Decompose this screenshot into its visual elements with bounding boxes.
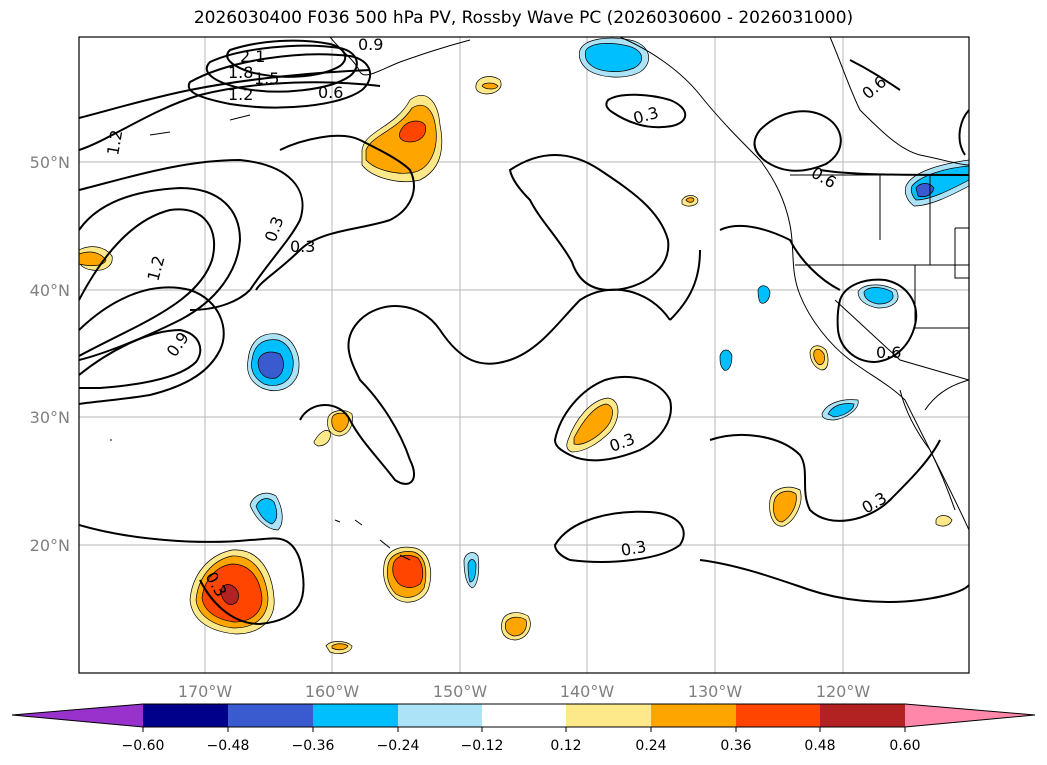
colorbar-tick-label: 0.24 bbox=[635, 738, 666, 754]
colorbar-tick-label: −0.60 bbox=[122, 738, 165, 754]
colorbar-bin bbox=[398, 704, 482, 727]
blob-pos-hawaii-w bbox=[313, 430, 331, 447]
colorbar-tick-label: 0.48 bbox=[804, 738, 835, 754]
colorbar-bin bbox=[736, 704, 820, 727]
lon-tick-label: 170°W bbox=[178, 682, 233, 701]
positive-anomalies bbox=[79, 76, 953, 654]
lat-tick-label: 20°N bbox=[30, 536, 70, 555]
blob-neg-small-2 bbox=[757, 285, 771, 304]
contour-label: 1.2 bbox=[103, 128, 126, 156]
colorbar-tick-label: 0.36 bbox=[720, 738, 751, 754]
colorbar-bin bbox=[228, 704, 313, 727]
lon-tick-label: 140°W bbox=[560, 682, 615, 701]
colorbar-bin bbox=[651, 704, 736, 727]
colorbar-tick-label: 0.60 bbox=[889, 738, 920, 754]
lon-tick-label: 120°W bbox=[816, 682, 871, 701]
map-border bbox=[78, 36, 970, 674]
colorbar-over-extend bbox=[905, 704, 1035, 727]
contour-label: 1.5 bbox=[254, 69, 279, 88]
blob-pos-mexico bbox=[935, 515, 953, 527]
coastlines bbox=[110, 37, 969, 561]
contour-label: 0.6 bbox=[318, 83, 343, 102]
lat-axis: 50°N 40°N 30°N 20°N bbox=[30, 153, 70, 555]
contour-label: 0.3 bbox=[290, 237, 315, 256]
lon-tick-label: 130°W bbox=[688, 682, 743, 701]
contour-label: 2.1 bbox=[240, 47, 265, 66]
lon-tick-label: 150°W bbox=[433, 682, 488, 701]
colorbar-tick-label: 0.12 bbox=[550, 738, 581, 754]
blob-neg-small-3 bbox=[719, 349, 733, 371]
colorbar-tick-label: −0.48 bbox=[207, 738, 250, 754]
contour-label: 0.9 bbox=[358, 35, 383, 54]
colorbar-tick-label: −0.12 bbox=[461, 738, 504, 754]
negative-anomalies bbox=[247, 37, 969, 589]
colorbar-under-extend bbox=[12, 704, 143, 727]
pv-contours bbox=[79, 39, 969, 626]
contour-label: 0.3 bbox=[619, 537, 647, 560]
colorbar: −0.60 −0.48 −0.36 −0.24 −0.12 0.12 0.24 … bbox=[11, 703, 1036, 754]
colorbar-bin bbox=[820, 704, 905, 727]
contour-center-03 bbox=[255, 134, 415, 291]
contour-label: 1.8 bbox=[228, 63, 253, 82]
lon-tick-label: 160°W bbox=[305, 682, 360, 701]
contour-label: 1.2 bbox=[228, 85, 253, 104]
contour-nw-high bbox=[226, 39, 347, 78]
lon-axis: 170°W 160°W 150°W 140°W 130°W 120°W bbox=[178, 682, 871, 701]
colorbar-bin bbox=[482, 704, 566, 727]
colorbar-bin bbox=[566, 704, 651, 727]
contour-west-trough bbox=[79, 158, 304, 291]
colorbar-tick-label: −0.24 bbox=[377, 738, 420, 754]
lat-tick-label: 30°N bbox=[30, 408, 70, 427]
colorbar-ticks bbox=[142, 727, 906, 732]
colorbar-tick-label: −0.36 bbox=[292, 738, 335, 754]
contour-label: 0.6 bbox=[876, 343, 901, 362]
colorbar-bin bbox=[313, 704, 398, 727]
map-title: 2026030400 F036 500 hPa PV, Rossby Wave … bbox=[193, 8, 854, 28]
colorbar-bin bbox=[143, 704, 228, 727]
lat-tick-label: 40°N bbox=[30, 281, 70, 300]
lat-tick-label: 50°N bbox=[30, 153, 70, 172]
